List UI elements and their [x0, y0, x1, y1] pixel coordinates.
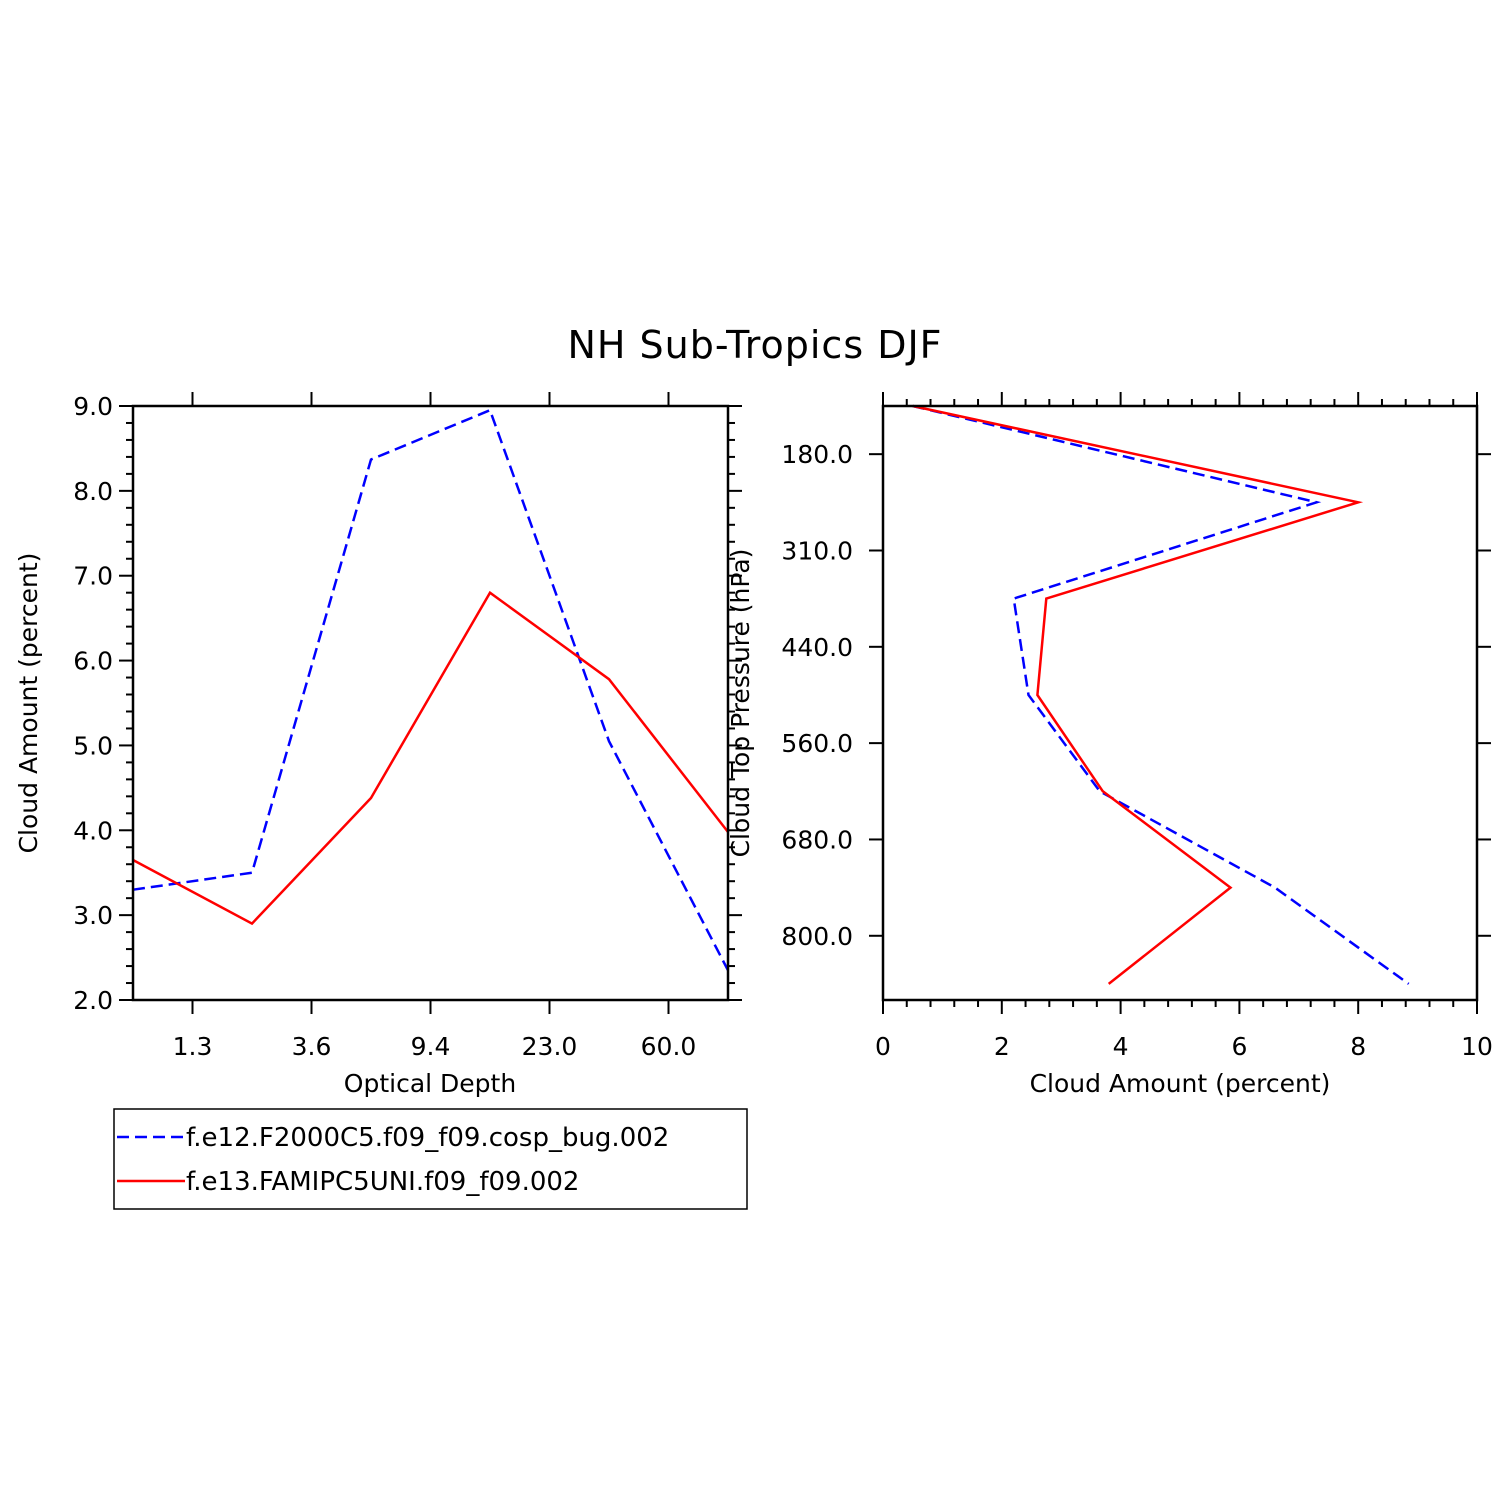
right-panel: 0 2 4 6 8 10 180.0 310.0 440.0 560.0 680.0 800.0 Cl… — [726, 392, 1493, 1098]
legend-label-series-2: f.e13.FAMIPC5UNI.f09_f09.002 — [186, 1167, 579, 1197]
left-x-tick-label: 60.0 — [641, 1032, 697, 1061]
legend-label-series-1: f.e12.F2000C5.f09_f09.cosp_bug.002 — [186, 1123, 669, 1153]
legend-box — [113, 1108, 748, 1210]
right-series-line-1 — [912, 404, 1410, 985]
left-y-tick-label: 9.0 — [73, 392, 113, 421]
left-y-tick-label: 5.0 — [73, 731, 113, 760]
right-y-tick-label: 180.0 — [781, 440, 853, 469]
right-y-tick-label: 800.0 — [781, 922, 853, 951]
left-tick-labels: 2.0 3.0 4.0 5.0 6.0 7.0 8.0 9.0 1.3 3.6 9.4 23.0 60.… — [73, 392, 696, 1061]
legend: f.e12.F2000C5.f09_f09.cosp_bug.002 f.e13… — [113, 1108, 748, 1210]
left-y-tick-label: 3.0 — [73, 901, 113, 930]
right-x-tick-label: 0 — [875, 1032, 891, 1061]
right-y-tick-label: 440.0 — [781, 633, 853, 662]
left-ticks — [119, 392, 742, 1014]
right-x-tick-label: 2 — [994, 1032, 1010, 1061]
left-panel: 2.0 3.0 4.0 5.0 6.0 7.0 8.0 9.0 1.3 3.6 9.4 23.0 60.… — [14, 392, 742, 1098]
right-ticks — [869, 392, 1491, 1014]
left-x-tick-label: 23.0 — [522, 1032, 578, 1061]
left-y-tick-label: 6.0 — [73, 647, 113, 676]
left-x-axis-label: Optical Depth — [344, 1069, 516, 1098]
left-x-tick-label: 9.4 — [411, 1032, 451, 1061]
left-series-lines — [132, 408, 730, 971]
left-y-tick-label: 7.0 — [73, 562, 113, 591]
chart-title: NH Sub-Tropics DJF — [567, 323, 942, 367]
right-x-axis-label: Cloud Amount (percent) — [1030, 1069, 1331, 1098]
left-x-tick-label: 1.3 — [173, 1032, 213, 1061]
right-y-axis-label: Cloud Top Pressure (hPa) — [726, 549, 755, 858]
left-y-tick-label: 8.0 — [73, 477, 113, 506]
right-y-tick-label: 560.0 — [781, 729, 853, 758]
right-x-tick-label: 8 — [1350, 1032, 1366, 1061]
right-y-tick-label: 680.0 — [781, 825, 853, 854]
right-x-tick-label: 10 — [1461, 1032, 1493, 1061]
right-x-tick-label: 4 — [1113, 1032, 1129, 1061]
left-y-axis-label: Cloud Amount (percent) — [14, 553, 43, 854]
right-x-tick-label: 6 — [1231, 1032, 1247, 1061]
left-y-tick-label: 2.0 — [73, 986, 113, 1015]
right-plot-frame — [881, 404, 1479, 1002]
right-series-lines — [912, 404, 1410, 985]
right-tick-labels: 0 2 4 6 8 10 180.0 310.0 440.0 560.0 680.0 800.0 — [781, 440, 1492, 1061]
left-x-tick-label: 3.6 — [292, 1032, 332, 1061]
left-series-line-1 — [132, 408, 730, 971]
left-plot-frame — [131, 404, 730, 1002]
left-y-tick-label: 4.0 — [73, 816, 113, 845]
right-y-tick-label: 310.0 — [781, 536, 853, 565]
left-series-line-2 — [132, 590, 729, 926]
right-series-line-2 — [912, 404, 1364, 985]
